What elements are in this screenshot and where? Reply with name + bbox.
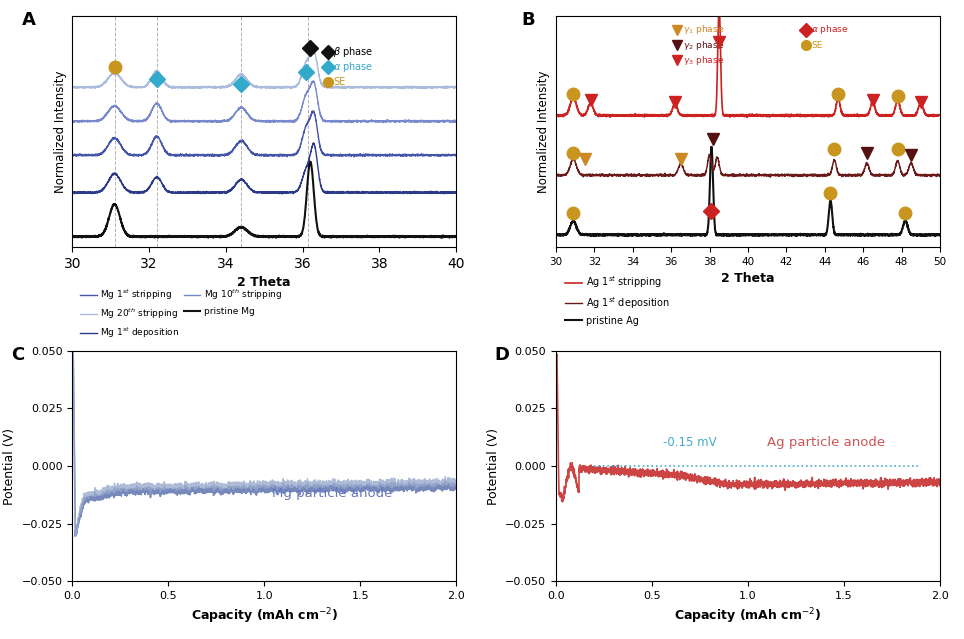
- Text: B: B: [522, 12, 535, 29]
- Text: -0.15 mV: -0.15 mV: [663, 436, 717, 449]
- Legend: Ag 1$^{st}$ stripping, Ag 1$^{st}$ deposition, pristine Ag: Ag 1$^{st}$ stripping, Ag 1$^{st}$ depos…: [561, 270, 674, 330]
- Y-axis label: Potential (V): Potential (V): [487, 427, 499, 505]
- Text: $\alpha$ phase: $\alpha$ phase: [334, 60, 374, 74]
- Y-axis label: Normalized Intensity: Normalized Intensity: [54, 70, 67, 192]
- X-axis label: Capacity (mAh cm$^{-2}$): Capacity (mAh cm$^{-2}$): [674, 607, 821, 626]
- X-axis label: 2 Theta: 2 Theta: [721, 272, 775, 285]
- Text: $\gamma_2$ phase: $\gamma_2$ phase: [683, 38, 724, 52]
- X-axis label: 2 Theta: 2 Theta: [237, 276, 291, 289]
- Text: D: D: [495, 346, 510, 364]
- X-axis label: Capacity (mAh cm$^{-2}$): Capacity (mAh cm$^{-2}$): [191, 607, 338, 626]
- Legend: Mg 1$^{st}$ stripping, Mg 20$^{th}$ stripping, Mg 1$^{st}$ deposition, Mg 10$^{t: Mg 1$^{st}$ stripping, Mg 20$^{th}$ stri…: [77, 284, 286, 344]
- Y-axis label: Potential (V): Potential (V): [3, 427, 15, 505]
- Text: $\gamma_1$ phase: $\gamma_1$ phase: [683, 24, 724, 36]
- Text: C: C: [11, 346, 24, 364]
- Text: SE: SE: [334, 77, 346, 87]
- Y-axis label: Normalized Intensity: Normalized Intensity: [538, 70, 550, 192]
- Text: Ag particle anode: Ag particle anode: [767, 436, 885, 449]
- Text: $\beta$ phase: $\beta$ phase: [334, 45, 374, 59]
- Text: $\gamma_3$ phase: $\gamma_3$ phase: [683, 54, 724, 66]
- Text: A: A: [22, 12, 37, 29]
- Text: SE: SE: [812, 40, 822, 50]
- Text: Mg particle anode: Mg particle anode: [272, 488, 392, 500]
- Text: $\alpha$ phase: $\alpha$ phase: [812, 24, 849, 36]
